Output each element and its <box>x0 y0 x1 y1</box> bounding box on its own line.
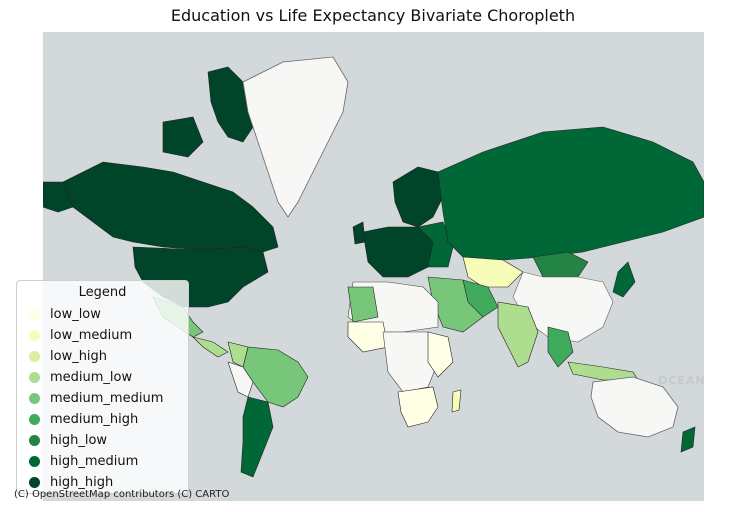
legend-swatch <box>29 350 40 362</box>
legend-item: high_high <box>29 473 113 491</box>
region-mongolia[interactable] <box>532 251 589 278</box>
legend-item: medium_medium <box>29 389 163 407</box>
region-new-zealand[interactable] <box>680 426 696 453</box>
region-southern-cone[interactable] <box>240 396 274 478</box>
ocean-label: OCEAN <box>658 374 704 387</box>
region-russia[interactable] <box>437 126 704 261</box>
legend-label: high_low <box>50 432 108 448</box>
region-eastern-europe[interactable] <box>417 221 454 268</box>
legend-swatch <box>29 371 40 383</box>
world-map[interactable] <box>43 32 704 501</box>
region-uk[interactable] <box>352 221 366 245</box>
legend-item: medium_high <box>29 410 138 428</box>
region-india[interactable] <box>497 301 539 368</box>
chart-title: Education vs Life Expectancy Bivariate C… <box>170 6 576 25</box>
legend-label: low_high <box>50 348 108 364</box>
region-greenland[interactable] <box>242 56 349 218</box>
legend-label: medium_low <box>50 369 133 385</box>
region-australia[interactable] <box>590 376 679 438</box>
region-scandinavia[interactable] <box>392 166 444 228</box>
legend: Legend low_low low_medium low_high mediu… <box>16 280 189 494</box>
legend-label: medium_high <box>50 411 139 427</box>
region-central-asia[interactable] <box>462 256 524 288</box>
region-alaska[interactable] <box>43 181 74 213</box>
region-mainland-sea[interactable] <box>547 326 574 368</box>
legend-swatch <box>29 413 40 425</box>
region-iran[interactable] <box>462 279 499 318</box>
legend-swatch <box>29 476 40 488</box>
region-canada[interactable] <box>62 161 279 253</box>
legend-title: Legend <box>78 285 127 300</box>
legend-item: high_low <box>29 431 107 449</box>
region-peru-bolivia[interactable] <box>227 361 254 398</box>
region-southern-africa[interactable] <box>397 386 439 428</box>
region-northwest-africa[interactable] <box>347 286 379 323</box>
legend-item: low_low <box>29 305 101 323</box>
legend-label: high_high <box>50 474 114 490</box>
legend-label: high_medium <box>50 453 139 469</box>
legend-swatch <box>29 329 40 341</box>
region-east-africa[interactable] <box>427 331 454 378</box>
region-western-europe[interactable] <box>362 226 434 278</box>
legend-item: low_medium <box>29 326 132 344</box>
region-madagascar[interactable] <box>451 389 462 413</box>
region-arctic-islands[interactable] <box>162 116 204 158</box>
legend-item: low_high <box>29 347 107 365</box>
legend-swatch <box>29 308 40 320</box>
map-attribution: (C) OpenStreetMap contributors (C) CARTO <box>14 489 230 500</box>
legend-label: low_low <box>50 306 101 322</box>
region-west-africa[interactable] <box>347 321 389 353</box>
legend-label: medium_medium <box>50 390 164 406</box>
region-central-america[interactable] <box>192 336 229 358</box>
region-japan[interactable] <box>612 261 636 298</box>
legend-label: low_medium <box>50 327 133 343</box>
legend-swatch <box>29 392 40 404</box>
legend-swatch <box>29 434 40 446</box>
legend-item: high_medium <box>29 452 138 470</box>
legend-item: medium_low <box>29 368 132 386</box>
legend-swatch <box>29 455 40 467</box>
